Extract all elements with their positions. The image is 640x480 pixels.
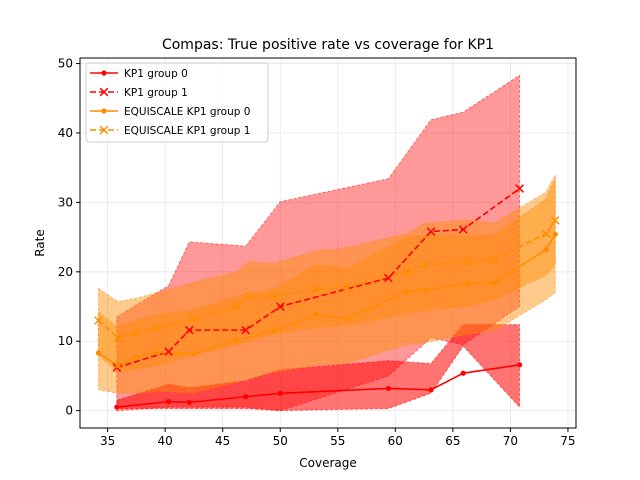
point-series-3	[113, 333, 123, 343]
point-series-3	[189, 314, 199, 324]
legend-label-2: EQUISCALE KP1 group 0	[124, 106, 250, 118]
band-series-2	[97, 177, 556, 394]
x-axis-label: Coverage	[299, 456, 357, 470]
point-series-2	[465, 281, 471, 287]
x-tick-label: 35	[100, 434, 115, 448]
point-series-1	[241, 325, 251, 335]
y-tick-label: 10	[58, 334, 73, 348]
point-series-3	[489, 254, 499, 264]
point-series-3	[152, 323, 162, 333]
legend-box	[85, 62, 269, 143]
point-series-2	[543, 246, 549, 253]
x-tick-label: 75	[560, 434, 575, 448]
point-series-2	[491, 280, 497, 286]
point-series-2	[404, 288, 410, 294]
y-tick-label: 20	[58, 265, 73, 279]
plot-frame	[79, 57, 577, 429]
legend-marker-3	[99, 125, 109, 135]
x-tick-label: 70	[503, 434, 518, 448]
point-series-3	[94, 316, 103, 325]
point-series-0	[385, 385, 392, 392]
point-series-0	[166, 399, 172, 405]
y-axis-label: Rate	[33, 229, 47, 257]
x-tick-label: 65	[445, 434, 460, 448]
point-series-2	[95, 350, 102, 356]
legend-marker-1	[99, 87, 109, 97]
point-series-3	[420, 260, 430, 270]
x-tick-label: 45	[215, 434, 230, 448]
point-series-3	[402, 267, 412, 277]
point-series-3	[311, 284, 321, 294]
point-series-3	[244, 291, 254, 301]
point-series-1	[164, 347, 173, 356]
point-series-2	[313, 311, 319, 317]
y-tick-label: 50	[58, 57, 73, 71]
x-axis-ticks: 35 40 45 50 55 60 65 70 75	[100, 428, 576, 448]
point-series-1	[515, 184, 524, 193]
point-series-1	[426, 227, 436, 236]
point-series-3	[232, 302, 241, 311]
y-tick-label: 40	[58, 126, 73, 140]
point-series-2	[154, 349, 160, 355]
point-series-0	[460, 370, 466, 376]
point-series-1	[458, 225, 468, 234]
point-series-3	[132, 327, 141, 337]
x-tick-label: 40	[158, 434, 173, 448]
point-series-1	[184, 325, 194, 335]
point-series-3	[269, 292, 278, 302]
x-tick-label: 60	[388, 434, 403, 448]
point-series-0	[114, 404, 120, 410]
point-series-3	[550, 216, 560, 225]
line-series-3	[97, 219, 556, 339]
band-series-1	[116, 74, 521, 412]
legend-label-0: KP1 group 0	[124, 68, 188, 80]
y-tick-label: 30	[58, 195, 73, 209]
point-series-0	[243, 394, 249, 400]
point-series-1	[384, 273, 393, 283]
point-series-2	[233, 337, 240, 344]
point-series-2	[115, 362, 121, 369]
point-series-2	[133, 353, 139, 360]
point-series-2	[191, 351, 197, 357]
band-series-3	[97, 174, 556, 374]
point-series-3	[342, 282, 352, 292]
confidence-bands	[97, 74, 556, 412]
point-series-0	[517, 362, 523, 368]
point-series-0	[186, 399, 192, 405]
point-series-2	[552, 231, 558, 237]
x-tick-label: 50	[273, 434, 288, 448]
point-series-0	[277, 390, 283, 396]
series-markers	[94, 184, 560, 410]
legend-label-1: KP1 group 1	[124, 87, 188, 99]
y-axis-ticks: 0 10 20 30 40 50	[58, 57, 80, 418]
point-series-3	[541, 229, 551, 238]
legend-marker-0	[101, 70, 107, 76]
point-series-2	[344, 316, 350, 322]
x-tick-label: 55	[330, 434, 345, 448]
point-series-3	[463, 257, 473, 266]
legend: KP1 group 0 KP1 group 1 EQUISCALE KP1 grou…	[85, 62, 269, 143]
point-series-0	[428, 387, 434, 393]
chart-title: Compas: True positive rate vs coverage f…	[162, 37, 494, 53]
legend-marker-2	[101, 108, 107, 114]
point-series-2	[270, 328, 276, 334]
legend-label-3: EQUISCALE KP1 group 1	[124, 125, 250, 137]
point-series-1	[275, 302, 285, 311]
y-tick-label: 0	[65, 404, 73, 418]
point-series-2	[422, 287, 428, 293]
